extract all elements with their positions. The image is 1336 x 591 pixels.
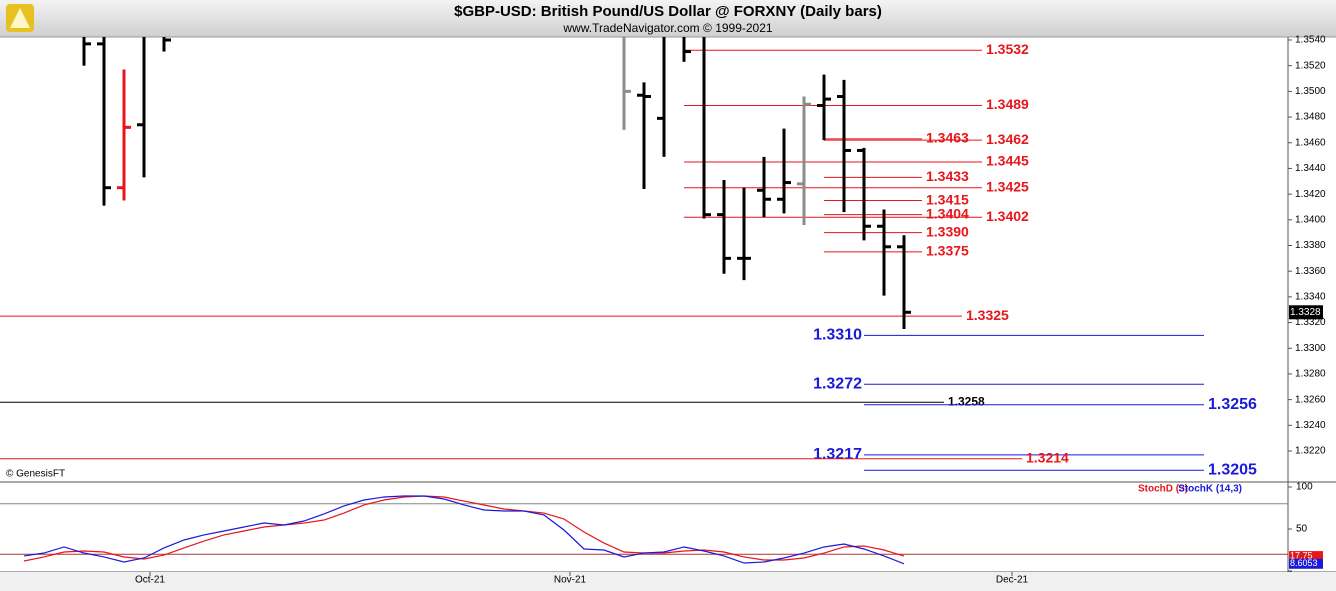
stoch-line (23, 495, 905, 562)
stoch-line (23, 495, 905, 565)
logo (6, 4, 34, 32)
level-label: 1.3402 (986, 208, 1029, 224)
level-label: 1.3489 (986, 96, 1029, 112)
date-axis-band (0, 572, 1336, 591)
x-tick-label: Oct-21 (135, 575, 165, 586)
legend-entry: StochD (3) (1138, 484, 1188, 495)
y-tick-label: 1.3500 (1295, 86, 1326, 97)
y-tick-label: 1.3300 (1295, 343, 1326, 354)
value-tag-label: 17.75 (1290, 550, 1313, 560)
level-label: 1.3532 (986, 41, 1029, 57)
level-label: 1.3425 (986, 178, 1029, 194)
level-label: 1.3462 (986, 131, 1029, 147)
level-label: 1.3310 (813, 327, 862, 344)
level-label: 1.3272 (813, 375, 862, 392)
header-band (0, 0, 1336, 37)
level-label: 1.3325 (966, 307, 1009, 323)
chart-title: $GBP-USD: British Pound/US Dollar @ FORX… (454, 3, 882, 20)
source-note: © GenesisFT (6, 469, 65, 480)
y-tick-label: 1.3540 (1295, 35, 1326, 46)
price-tag (1289, 305, 1323, 320)
y-tick-label: 1.3400 (1295, 214, 1326, 225)
y-tick-label: 1.3460 (1295, 137, 1326, 148)
x-tick-label: Nov-21 (554, 575, 587, 586)
y-tick-label: 1.3280 (1295, 369, 1326, 380)
level-label: 1.3415 (926, 191, 969, 207)
y-tick-label: 1.3240 (1295, 420, 1326, 431)
y-tick-label: 1.3480 (1295, 112, 1326, 123)
legend-entry: StochK (14,3) (1178, 484, 1242, 495)
chart-subtitle: www.TradeNavigator.com © 1999-2021 (562, 21, 772, 35)
y-tick-label: 100 (1296, 482, 1313, 493)
level-label: 1.3404 (926, 205, 969, 221)
level-label: 1.3256 (1208, 396, 1257, 413)
y-tick-label: 1.3380 (1295, 240, 1326, 251)
value-tag (1289, 558, 1323, 569)
price-tag-label: 1.3328 (1290, 307, 1321, 318)
y-tick-label: 1.3320 (1295, 317, 1326, 328)
level-label: 1.3375 (926, 243, 969, 259)
value-tag (1289, 551, 1323, 562)
level-label: 1.3258 (948, 394, 985, 408)
level-label: 1.3433 (926, 168, 969, 184)
y-tick-label: 50 (1296, 524, 1308, 535)
y-tick-label: 1.3260 (1295, 394, 1326, 405)
value-tag-label: 8.6053 (1290, 558, 1318, 568)
y-tick-label: 1.3420 (1295, 189, 1326, 200)
level-label: 1.3390 (926, 223, 969, 239)
level-label: 1.3463 (926, 130, 969, 146)
y-tick-label: 1.3440 (1295, 163, 1326, 174)
y-tick-label: 1.3360 (1295, 266, 1326, 277)
x-tick-label: Dec-21 (996, 575, 1029, 586)
y-tick-label: 1.3220 (1295, 446, 1326, 457)
level-label: 1.3205 (1208, 461, 1257, 478)
level-label: 1.3214 (1026, 449, 1069, 465)
level-label: 1.3445 (986, 153, 1029, 169)
level-label: 1.3217 (813, 446, 862, 463)
y-tick-label: 1.3520 (1295, 60, 1326, 71)
y-tick-label: 1.3340 (1295, 292, 1326, 303)
